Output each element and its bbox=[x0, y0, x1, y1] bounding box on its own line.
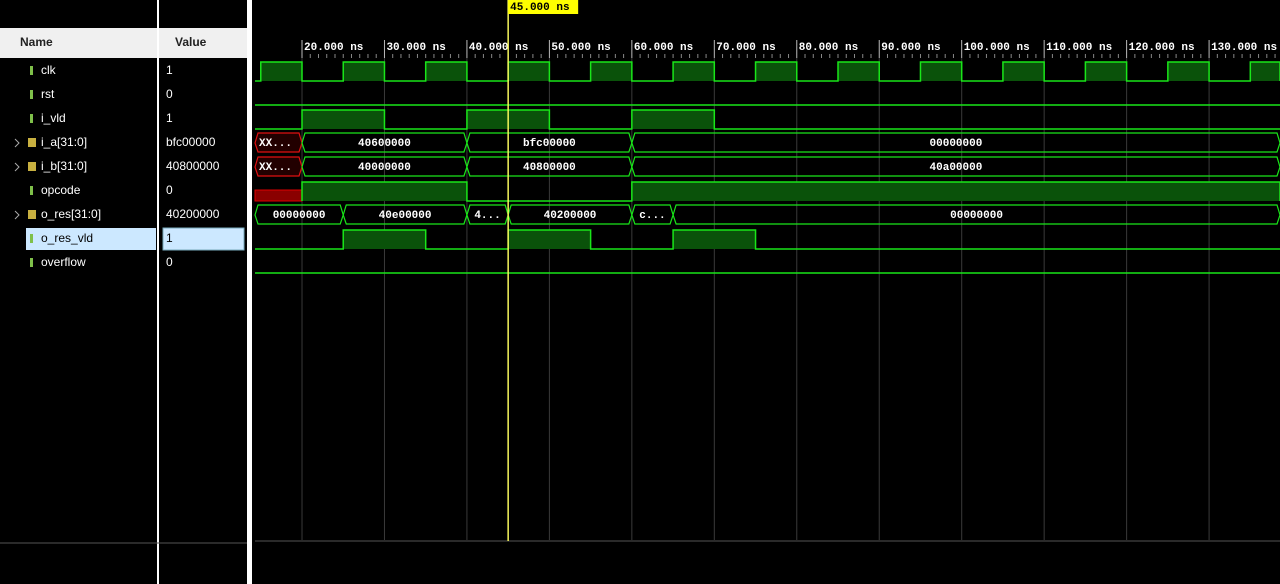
bus-value: 00000000 bbox=[950, 210, 1003, 222]
high-level bbox=[838, 62, 880, 81]
signal-icon bbox=[28, 138, 36, 147]
bus-value: 40a00000 bbox=[930, 162, 983, 174]
signal-name[interactable]: i_vld bbox=[41, 111, 66, 125]
signal-icon bbox=[30, 114, 33, 123]
bus-value: 4... bbox=[474, 210, 500, 222]
high-level bbox=[1250, 62, 1280, 81]
high-level bbox=[508, 230, 591, 249]
signal-value: 1 bbox=[166, 63, 173, 77]
signal-value: 0 bbox=[166, 87, 173, 101]
signal-value: 0 bbox=[166, 183, 173, 197]
unknown-region bbox=[254, 189, 303, 202]
bus-value: 40600000 bbox=[358, 138, 411, 150]
signal-value: 1 bbox=[166, 111, 173, 125]
signal-value: 40200000 bbox=[166, 207, 220, 221]
waveform bbox=[301, 181, 1280, 202]
high-level bbox=[755, 62, 797, 81]
high-level bbox=[508, 62, 550, 81]
cursor-label-bg bbox=[508, 0, 579, 14]
time-label: 50.000 ns bbox=[551, 42, 610, 54]
bus-value: 40200000 bbox=[544, 210, 597, 222]
high-level bbox=[302, 110, 385, 129]
time-label: 20.000 ns bbox=[304, 42, 363, 54]
value-header[interactable]: Value bbox=[175, 35, 207, 49]
signal-value: bfc00000 bbox=[166, 135, 216, 149]
time-label: 80.000 ns bbox=[799, 42, 858, 54]
time-label: 90.000 ns bbox=[881, 42, 940, 54]
time-label: 70.000 ns bbox=[716, 42, 775, 54]
expand-arrow[interactable] bbox=[14, 138, 20, 148]
high-level bbox=[673, 62, 715, 81]
bus-value: bfc00000 bbox=[523, 138, 576, 150]
time-label: 30.000 ns bbox=[386, 42, 445, 54]
bus-segment bbox=[672, 204, 1280, 225]
bus-value: 00000000 bbox=[273, 210, 326, 222]
high-level bbox=[631, 110, 715, 129]
time-label: 110.000 ns bbox=[1046, 42, 1112, 54]
column-divider bbox=[157, 0, 159, 584]
high-level bbox=[1167, 62, 1210, 81]
signal-icon bbox=[30, 90, 33, 99]
signal-name[interactable]: i_b[31:0] bbox=[41, 159, 87, 173]
high-level bbox=[1085, 62, 1127, 81]
signal-icon bbox=[30, 186, 33, 195]
bus-segment bbox=[631, 156, 1280, 177]
time-label: 60.000 ns bbox=[634, 42, 693, 54]
bus-value: 40000000 bbox=[358, 162, 411, 174]
time-label: 100.000 ns bbox=[964, 42, 1030, 54]
time-label: 40.000 ns bbox=[469, 42, 528, 54]
signal-value: 0 bbox=[166, 255, 173, 269]
selected-value bbox=[162, 227, 245, 251]
high-level bbox=[673, 230, 756, 249]
high-level bbox=[343, 62, 385, 81]
bus-value: 00000000 bbox=[930, 138, 983, 150]
high-level bbox=[260, 62, 303, 81]
signal-name[interactable]: overflow bbox=[41, 255, 86, 269]
expand-arrow[interactable] bbox=[14, 210, 20, 220]
high-level bbox=[425, 62, 467, 81]
value-header-bg bbox=[158, 28, 247, 58]
bus-value: 40e00000 bbox=[379, 210, 432, 222]
signal-name[interactable]: o_res_vld bbox=[41, 231, 93, 245]
signal-icon bbox=[30, 66, 33, 75]
signal-name[interactable]: o_res[31:0] bbox=[41, 207, 101, 221]
signal-value: 1 bbox=[166, 231, 173, 245]
high-level bbox=[1002, 62, 1045, 81]
time-label: 120.000 ns bbox=[1129, 42, 1195, 54]
time-label: 130.000 ns bbox=[1211, 42, 1277, 54]
high-level bbox=[302, 182, 467, 201]
pane-divider bbox=[247, 0, 252, 584]
selected-row bbox=[26, 228, 156, 250]
bus-value: XX... bbox=[259, 138, 292, 150]
high-level bbox=[631, 182, 1280, 201]
bus-segment bbox=[631, 132, 1280, 153]
cursor-label: 45.000 ns bbox=[510, 2, 569, 14]
signal-name[interactable]: opcode bbox=[41, 183, 81, 197]
waveform bbox=[255, 229, 1280, 250]
waveform bbox=[255, 61, 1280, 82]
bus-value: XX... bbox=[259, 162, 292, 174]
signal-value: 40800000 bbox=[166, 159, 220, 173]
high-level bbox=[920, 62, 962, 81]
expand-arrow[interactable] bbox=[14, 162, 20, 172]
signal-icon bbox=[30, 234, 33, 243]
name-header[interactable]: Name bbox=[20, 35, 53, 49]
bus-value: 40800000 bbox=[523, 162, 576, 174]
signal-name[interactable]: clk bbox=[41, 63, 57, 77]
signal-name[interactable]: i_a[31:0] bbox=[41, 135, 87, 149]
signal-name[interactable]: rst bbox=[41, 87, 55, 101]
signal-icon bbox=[28, 162, 36, 171]
signal-icon bbox=[30, 258, 33, 267]
bus-value: c... bbox=[639, 210, 665, 222]
high-level bbox=[343, 230, 426, 249]
signal-icon bbox=[28, 210, 36, 219]
high-level bbox=[590, 62, 632, 81]
name-header-bg bbox=[0, 28, 157, 58]
